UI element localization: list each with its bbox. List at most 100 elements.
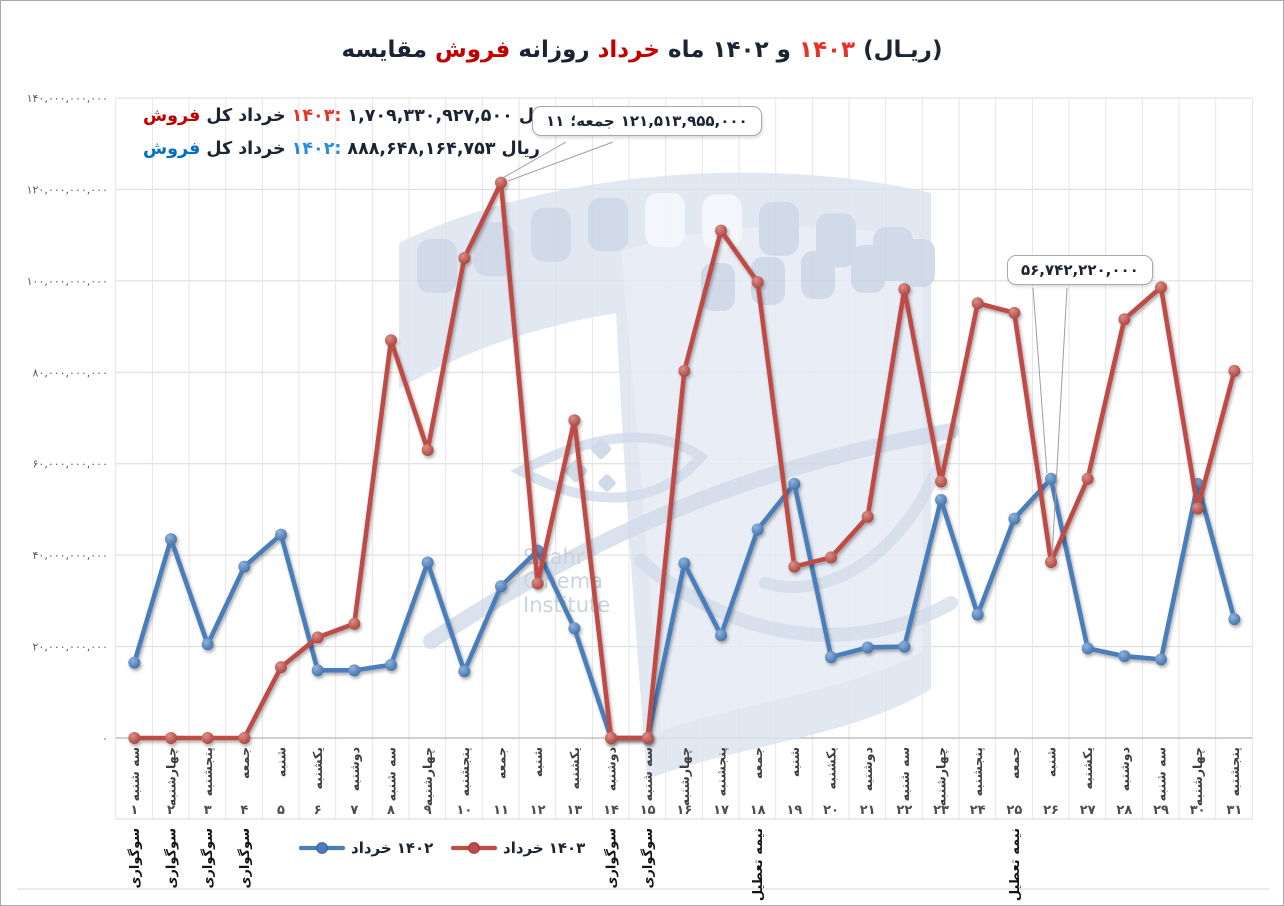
day-name-label-19: شنبه	[787, 747, 802, 777]
total-1403-token-2: خرداد	[238, 105, 286, 126]
marker-khordad-1403-day-28	[1118, 313, 1131, 326]
marker-khordad-1403-day-18	[751, 276, 764, 289]
legend-label-1403: خرداد ۱۴۰۳	[503, 839, 585, 857]
marker-khordad-1403-day-12	[531, 577, 544, 590]
title-token-8: (ریـال)	[863, 37, 943, 63]
day-note-label-15: سوگواری	[640, 828, 656, 889]
total-1403-token-4: ۱,۷۰۹,۳۳۰,۹۲۷,۵۰۰	[347, 105, 513, 126]
legend1-token-1: ۱۴۰۳	[548, 839, 586, 857]
marker-khordad-1402-day-5	[274, 528, 287, 541]
marker-khordad-1403-day-22	[898, 283, 911, 296]
marker-khordad-1403-day-25	[1008, 306, 1021, 319]
day-note-label-18: نیمه تعطیل	[751, 828, 766, 901]
day-note-label-4: سوگواری	[237, 828, 253, 889]
y-axis-label-80: ۸۰,۰۰۰,۰۰۰,۰۰۰	[33, 366, 108, 379]
legend-khordad-1403: خرداد ۱۴۰۳	[451, 839, 585, 857]
marker-khordad-1403-day-13	[568, 414, 581, 427]
marker-khordad-1403-day-26	[1045, 556, 1058, 569]
day-number-label-13: ۱۳	[566, 803, 582, 818]
total-1403-token-0: فروش	[143, 105, 201, 126]
day-number-label-30: ۳۰	[1190, 803, 1206, 818]
day-name-label-28: دوشنبه	[1117, 747, 1132, 791]
ann-day26-token-0: ۵۶,۷۴۲,۲۲۰,۰۰۰	[1021, 261, 1139, 279]
marker-khordad-1402-day-19	[788, 477, 801, 490]
marker-khordad-1403-day-30	[1191, 502, 1204, 515]
day-name-label-18: جمعه	[750, 747, 765, 779]
day-number-label-28: ۲۸	[1116, 803, 1132, 818]
marker-khordad-1403-day-29	[1155, 281, 1168, 294]
day-name-label-2: چهارشنبه	[163, 747, 178, 806]
marker-khordad-1403-day-27	[1081, 472, 1094, 485]
day-name-label-20: یکشنبه	[824, 747, 839, 789]
legend-marker-1403	[451, 842, 497, 854]
marker-khordad-1402-day-18	[751, 523, 764, 536]
ann-day11-token-1: جمعه؛	[570, 112, 615, 130]
marker-khordad-1403-day-2	[164, 732, 177, 744]
marker-khordad-1402-day-8	[384, 658, 397, 671]
title-token-1: فروش	[434, 37, 511, 63]
day-number-label-25: ۲۵	[1006, 803, 1022, 818]
series-khordad-1403	[128, 176, 1241, 744]
day-number-label-17: ۱۷	[713, 803, 729, 818]
marker-khordad-1403-day-17	[715, 224, 728, 237]
marker-khordad-1402-day-17	[715, 629, 728, 642]
y-axis-label-120: ۱۲۰,۰۰۰,۰۰۰,۰۰۰	[27, 183, 108, 196]
day-name-label-22: سه شنبه	[897, 747, 912, 801]
legend0-token-1: ۱۴۰۲	[396, 839, 434, 857]
day-number-label-9: ۹	[424, 803, 432, 818]
marker-khordad-1403-day-10	[458, 252, 471, 265]
leader-line-day26-peak-0	[1032, 287, 1048, 474]
title-token-2: روزانه	[518, 37, 590, 63]
total-1402-token-3: ۱۴۰۲:	[291, 138, 342, 159]
day-number-label-31: ۳۱	[1226, 803, 1242, 818]
marker-khordad-1402-day-1	[128, 656, 141, 669]
title-token-5: ۱۴۰۲	[712, 37, 769, 63]
marker-khordad-1402-day-21	[861, 641, 874, 654]
marker-khordad-1403-day-23	[935, 475, 948, 488]
marker-khordad-1403-day-7	[348, 617, 361, 630]
day-name-label-23: چهارشنبه	[934, 747, 949, 806]
day-number-label-15: ۱۵	[640, 803, 656, 818]
day-number-label-22: ۲۲	[896, 803, 912, 818]
marker-khordad-1403-day-31	[1228, 364, 1241, 377]
day-number-label-4: ۴	[240, 803, 248, 818]
total-1402-token-4: ۸۸۸,۶۴۸,۱۶۴,۷۵۳	[347, 138, 496, 159]
leader-line-day11-peak-0	[498, 141, 567, 181]
day-name-label-25: جمعه	[1007, 747, 1022, 779]
day-number-label-3: ۳	[204, 803, 212, 818]
marker-khordad-1402-day-23	[935, 493, 948, 506]
title-token-4: ماه	[668, 37, 705, 63]
day-name-label-12: شنبه	[530, 747, 545, 777]
day-name-label-26: شنبه	[1044, 747, 1059, 777]
marker-khordad-1402-day-6	[311, 664, 324, 677]
marker-khordad-1402-day-24	[971, 608, 984, 621]
day-name-label-16: چهارشنبه	[677, 747, 692, 806]
marker-khordad-1402-day-7	[348, 664, 361, 677]
marker-khordad-1403-day-5	[274, 661, 287, 674]
marker-khordad-1402-day-4	[238, 560, 251, 573]
marker-khordad-1403-day-6	[311, 631, 324, 644]
marker-khordad-1403-day-20	[825, 551, 838, 564]
day-name-label-1: سه شنبه	[127, 747, 142, 801]
day-number-label-5: ۵	[277, 803, 285, 818]
title-token-0: مقایسه	[341, 37, 427, 63]
day-number-label-6: ۶	[314, 803, 322, 818]
day-note-label-3: سوگواری	[200, 828, 216, 889]
day-name-label-14: دوشنبه	[604, 747, 619, 791]
total-1402-token-5: ریال	[501, 138, 540, 159]
legend1-token-0: خرداد	[503, 839, 544, 857]
marker-khordad-1403-day-11	[495, 176, 507, 189]
marker-khordad-1403-day-9	[421, 444, 434, 457]
marker-khordad-1402-day-16	[678, 557, 691, 570]
total-1403-token-1: کل	[206, 105, 233, 126]
marker-khordad-1403-day-15	[641, 732, 654, 744]
day-number-label-14: ۱۴	[603, 803, 619, 818]
marker-khordad-1402-day-11	[495, 580, 507, 593]
total-1403-token-3: ۱۴۰۳:	[291, 105, 342, 126]
marker-khordad-1403-day-1	[128, 732, 141, 744]
y-axis-label-40: ۴۰,۰۰۰,۰۰۰,۰۰۰	[33, 549, 108, 562]
day-number-label-7: ۷	[350, 803, 358, 818]
